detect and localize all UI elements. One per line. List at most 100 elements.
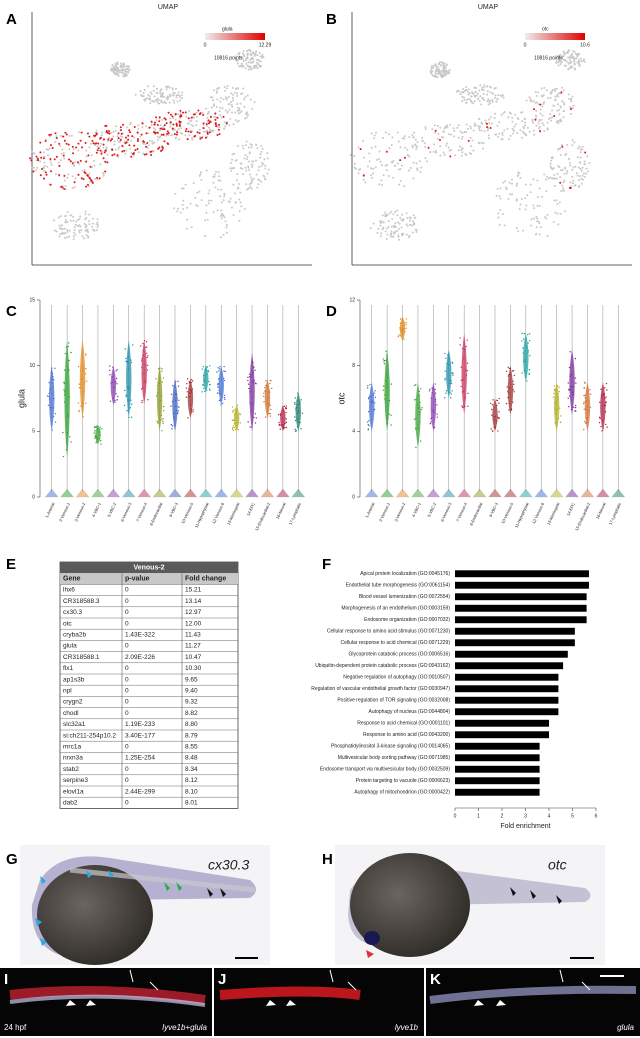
cell-point bbox=[583, 428, 585, 431]
cell-point bbox=[489, 102, 492, 105]
cell-point bbox=[279, 428, 281, 430]
cell-point bbox=[374, 396, 377, 399]
cell-point bbox=[201, 111, 204, 114]
cell-point bbox=[478, 89, 481, 92]
cell-point bbox=[376, 231, 379, 234]
cell-point bbox=[562, 110, 565, 113]
table-cell: 8.01 bbox=[185, 800, 198, 807]
cell-point bbox=[556, 93, 559, 96]
cell-point bbox=[238, 210, 241, 213]
cell-point bbox=[368, 152, 371, 155]
cell-point bbox=[63, 187, 66, 190]
category-label: Negative regulation of autophagy (GO:001… bbox=[343, 675, 450, 681]
cell-point bbox=[81, 410, 84, 412]
cell-point bbox=[369, 400, 371, 403]
cell-point bbox=[125, 149, 128, 152]
cell-point bbox=[296, 420, 299, 423]
cell-point bbox=[102, 174, 105, 177]
cell-point bbox=[146, 369, 149, 371]
cell-point bbox=[157, 384, 159, 387]
violin-base bbox=[411, 488, 425, 498]
cell-point bbox=[396, 214, 399, 217]
cell-point bbox=[494, 94, 497, 97]
cell-point bbox=[465, 130, 468, 133]
cell-point bbox=[148, 126, 151, 129]
cell-point bbox=[67, 158, 70, 161]
cell-point bbox=[67, 345, 70, 348]
cell-point bbox=[182, 199, 185, 202]
cell-point bbox=[478, 118, 481, 121]
cell-point bbox=[157, 422, 159, 424]
cell-point bbox=[357, 146, 360, 149]
cell-point bbox=[299, 403, 301, 405]
violin bbox=[507, 365, 514, 415]
cell-point bbox=[142, 95, 145, 98]
cell-point bbox=[472, 102, 475, 105]
cell-point bbox=[366, 165, 369, 168]
violin bbox=[264, 378, 271, 419]
cell-point bbox=[454, 154, 457, 157]
cell-point bbox=[175, 133, 178, 136]
cell-point bbox=[72, 235, 75, 238]
cell-point bbox=[85, 155, 88, 158]
cell-point bbox=[456, 126, 459, 129]
cell-point bbox=[161, 148, 164, 151]
cell-point bbox=[109, 400, 112, 402]
cell-point bbox=[44, 138, 47, 141]
cell-point bbox=[234, 111, 237, 114]
cell-point bbox=[49, 158, 52, 161]
cell-point bbox=[167, 134, 170, 137]
cell-point bbox=[70, 441, 72, 443]
violin bbox=[461, 332, 467, 415]
cell-point bbox=[171, 400, 174, 403]
cell-point bbox=[386, 400, 388, 402]
cell-point bbox=[67, 143, 70, 146]
cell-point bbox=[421, 407, 423, 409]
cell-point bbox=[516, 117, 519, 120]
cell-point bbox=[465, 88, 468, 91]
cell-point bbox=[558, 390, 560, 393]
table-header: p-value bbox=[125, 576, 150, 583]
category-label: Response to amino acid (GO:0043200) bbox=[363, 732, 450, 738]
cell-point bbox=[559, 175, 562, 178]
cell-point bbox=[62, 431, 64, 434]
cell-point bbox=[284, 422, 286, 424]
cell-point bbox=[59, 144, 62, 147]
cell-point bbox=[237, 119, 240, 122]
image-label: glula bbox=[617, 1023, 634, 1032]
cell-point bbox=[249, 98, 252, 101]
cell-point bbox=[254, 54, 257, 57]
cell-point bbox=[601, 430, 603, 432]
cell-point bbox=[386, 354, 388, 357]
cell-point bbox=[578, 179, 581, 182]
cell-point bbox=[300, 428, 302, 430]
cell-point bbox=[141, 387, 144, 389]
cell-point bbox=[175, 409, 178, 412]
cell-point bbox=[101, 428, 103, 430]
cell-point bbox=[430, 421, 432, 423]
cell-point bbox=[130, 416, 133, 419]
table-cell: CR318588.3 bbox=[63, 598, 100, 605]
cell-point bbox=[207, 126, 210, 129]
cell-point bbox=[432, 409, 435, 411]
cell-point bbox=[412, 214, 415, 217]
cell-point bbox=[196, 205, 199, 208]
cell-point bbox=[112, 381, 114, 384]
cell-point bbox=[49, 388, 52, 391]
cell-point bbox=[398, 334, 400, 336]
cell-point bbox=[151, 99, 154, 102]
cell-point bbox=[434, 400, 437, 403]
cell-point bbox=[513, 374, 516, 377]
cell-point bbox=[113, 143, 116, 146]
cell-point bbox=[430, 418, 432, 420]
cell-point bbox=[109, 365, 111, 367]
cell-point bbox=[382, 174, 385, 177]
cell-point bbox=[452, 372, 454, 375]
cell-point bbox=[130, 399, 132, 401]
cell-point bbox=[179, 109, 182, 112]
cell-point bbox=[52, 219, 55, 222]
cell-point bbox=[177, 138, 180, 141]
cell-point bbox=[67, 173, 70, 176]
cell-point bbox=[252, 51, 255, 54]
cell-point bbox=[380, 232, 383, 235]
